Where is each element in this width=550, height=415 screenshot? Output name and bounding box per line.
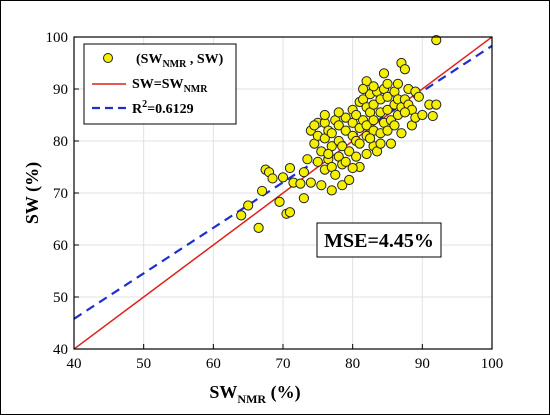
scatter-point <box>330 169 341 180</box>
scatter-point <box>361 148 372 160</box>
scatter-point <box>277 172 289 183</box>
scatter-point <box>284 162 296 174</box>
scatter-point <box>302 154 313 165</box>
y-tick-label: 60 <box>53 238 68 254</box>
scatter-point <box>427 110 438 122</box>
scatter-point <box>413 91 424 102</box>
scatter-point <box>298 167 309 178</box>
x-tick-label: 80 <box>345 356 360 372</box>
scatter-point <box>364 133 376 144</box>
scatter-point <box>417 109 428 121</box>
y-tick-label: 50 <box>53 290 68 306</box>
scatter-point <box>344 174 355 186</box>
scatter-point <box>368 81 379 92</box>
scatter-point <box>323 148 334 160</box>
scatter-point <box>361 120 372 131</box>
scatter-point <box>309 120 320 131</box>
scatter-point <box>316 180 327 191</box>
scatter-point <box>326 128 337 139</box>
scatter-point <box>431 99 442 110</box>
scatter-point <box>351 151 362 162</box>
scatter-point <box>368 99 379 110</box>
legend: (SWNMR , SW) SW=SWNMR R2=0.6129 <box>83 43 237 125</box>
line-layer <box>74 37 492 349</box>
fit-line <box>74 44 492 320</box>
scatter-point <box>382 91 393 102</box>
scatter-point <box>267 173 278 184</box>
scatter-point <box>305 177 316 188</box>
scatter-point <box>274 196 285 207</box>
scatter-point <box>382 78 393 89</box>
identity-line <box>74 37 492 349</box>
scatter-point <box>347 162 358 174</box>
scatter-point <box>337 180 348 191</box>
scatter-point <box>253 222 264 233</box>
scatter-point <box>257 185 268 197</box>
x-tick-label: 100 <box>481 356 504 372</box>
x-tick-label: 60 <box>206 356 221 372</box>
y-tick-label: 80 <box>53 134 68 150</box>
mse-annotation: MSE=4.45% <box>316 222 442 258</box>
scatter-point <box>392 78 404 89</box>
scatter-point <box>298 193 309 204</box>
scatter-point <box>399 64 411 75</box>
scatter-point <box>351 109 362 121</box>
x-tick-label: 50 <box>136 356 151 372</box>
x-tick-label: 90 <box>415 356 430 372</box>
scatter-point <box>368 115 379 126</box>
y-axis-label: SW (%) <box>22 162 43 224</box>
scatter-point <box>431 35 442 46</box>
scatter-point <box>340 112 351 123</box>
legend-label-scatter: (SWNMR , SW) <box>136 52 224 70</box>
scatter-point <box>312 156 323 167</box>
scatter-point <box>337 141 348 152</box>
scatter-points <box>236 35 442 233</box>
scatter-point <box>236 210 247 221</box>
scatter-point <box>284 207 296 218</box>
x-axis-label: SWNMR (%) <box>209 382 300 406</box>
scatter-point <box>358 83 369 95</box>
scatter-point <box>389 120 400 131</box>
scatter-point <box>340 125 351 136</box>
y-tick-label: 90 <box>53 82 68 98</box>
x-tick-label: 40 <box>67 356 82 372</box>
y-tick-label: 40 <box>53 342 68 358</box>
scatter-point <box>382 104 393 115</box>
y-tick-label: 70 <box>53 186 68 202</box>
legend-label-fit: R2=0.6129 <box>132 99 194 117</box>
scatter-point <box>396 128 407 139</box>
legend-label-identity: SW=SWNMR <box>132 77 208 95</box>
scatter-point <box>326 185 337 196</box>
scatter-point <box>333 120 344 131</box>
scatter-point <box>375 138 386 149</box>
scatter-point <box>382 125 393 136</box>
scatter-point <box>340 156 351 167</box>
x-tick-label: 70 <box>276 356 291 372</box>
tick-labels: 40 50 60 70 80 90 100 40 50 60 70 80 90 100 <box>46 30 504 372</box>
scatter-point <box>378 68 390 79</box>
scatter-point <box>295 178 306 189</box>
scatter-point <box>333 107 344 118</box>
scatter-point <box>344 146 355 157</box>
scatter-point <box>243 200 254 211</box>
scatter-point <box>399 107 411 118</box>
scatter-point <box>319 109 330 121</box>
legend-marker-scatter <box>103 53 113 63</box>
scatter-point <box>354 138 365 149</box>
scatter-point <box>385 138 397 149</box>
mse-label: MSE=4.45% <box>324 230 434 252</box>
y-tick-label: 100 <box>46 30 69 46</box>
